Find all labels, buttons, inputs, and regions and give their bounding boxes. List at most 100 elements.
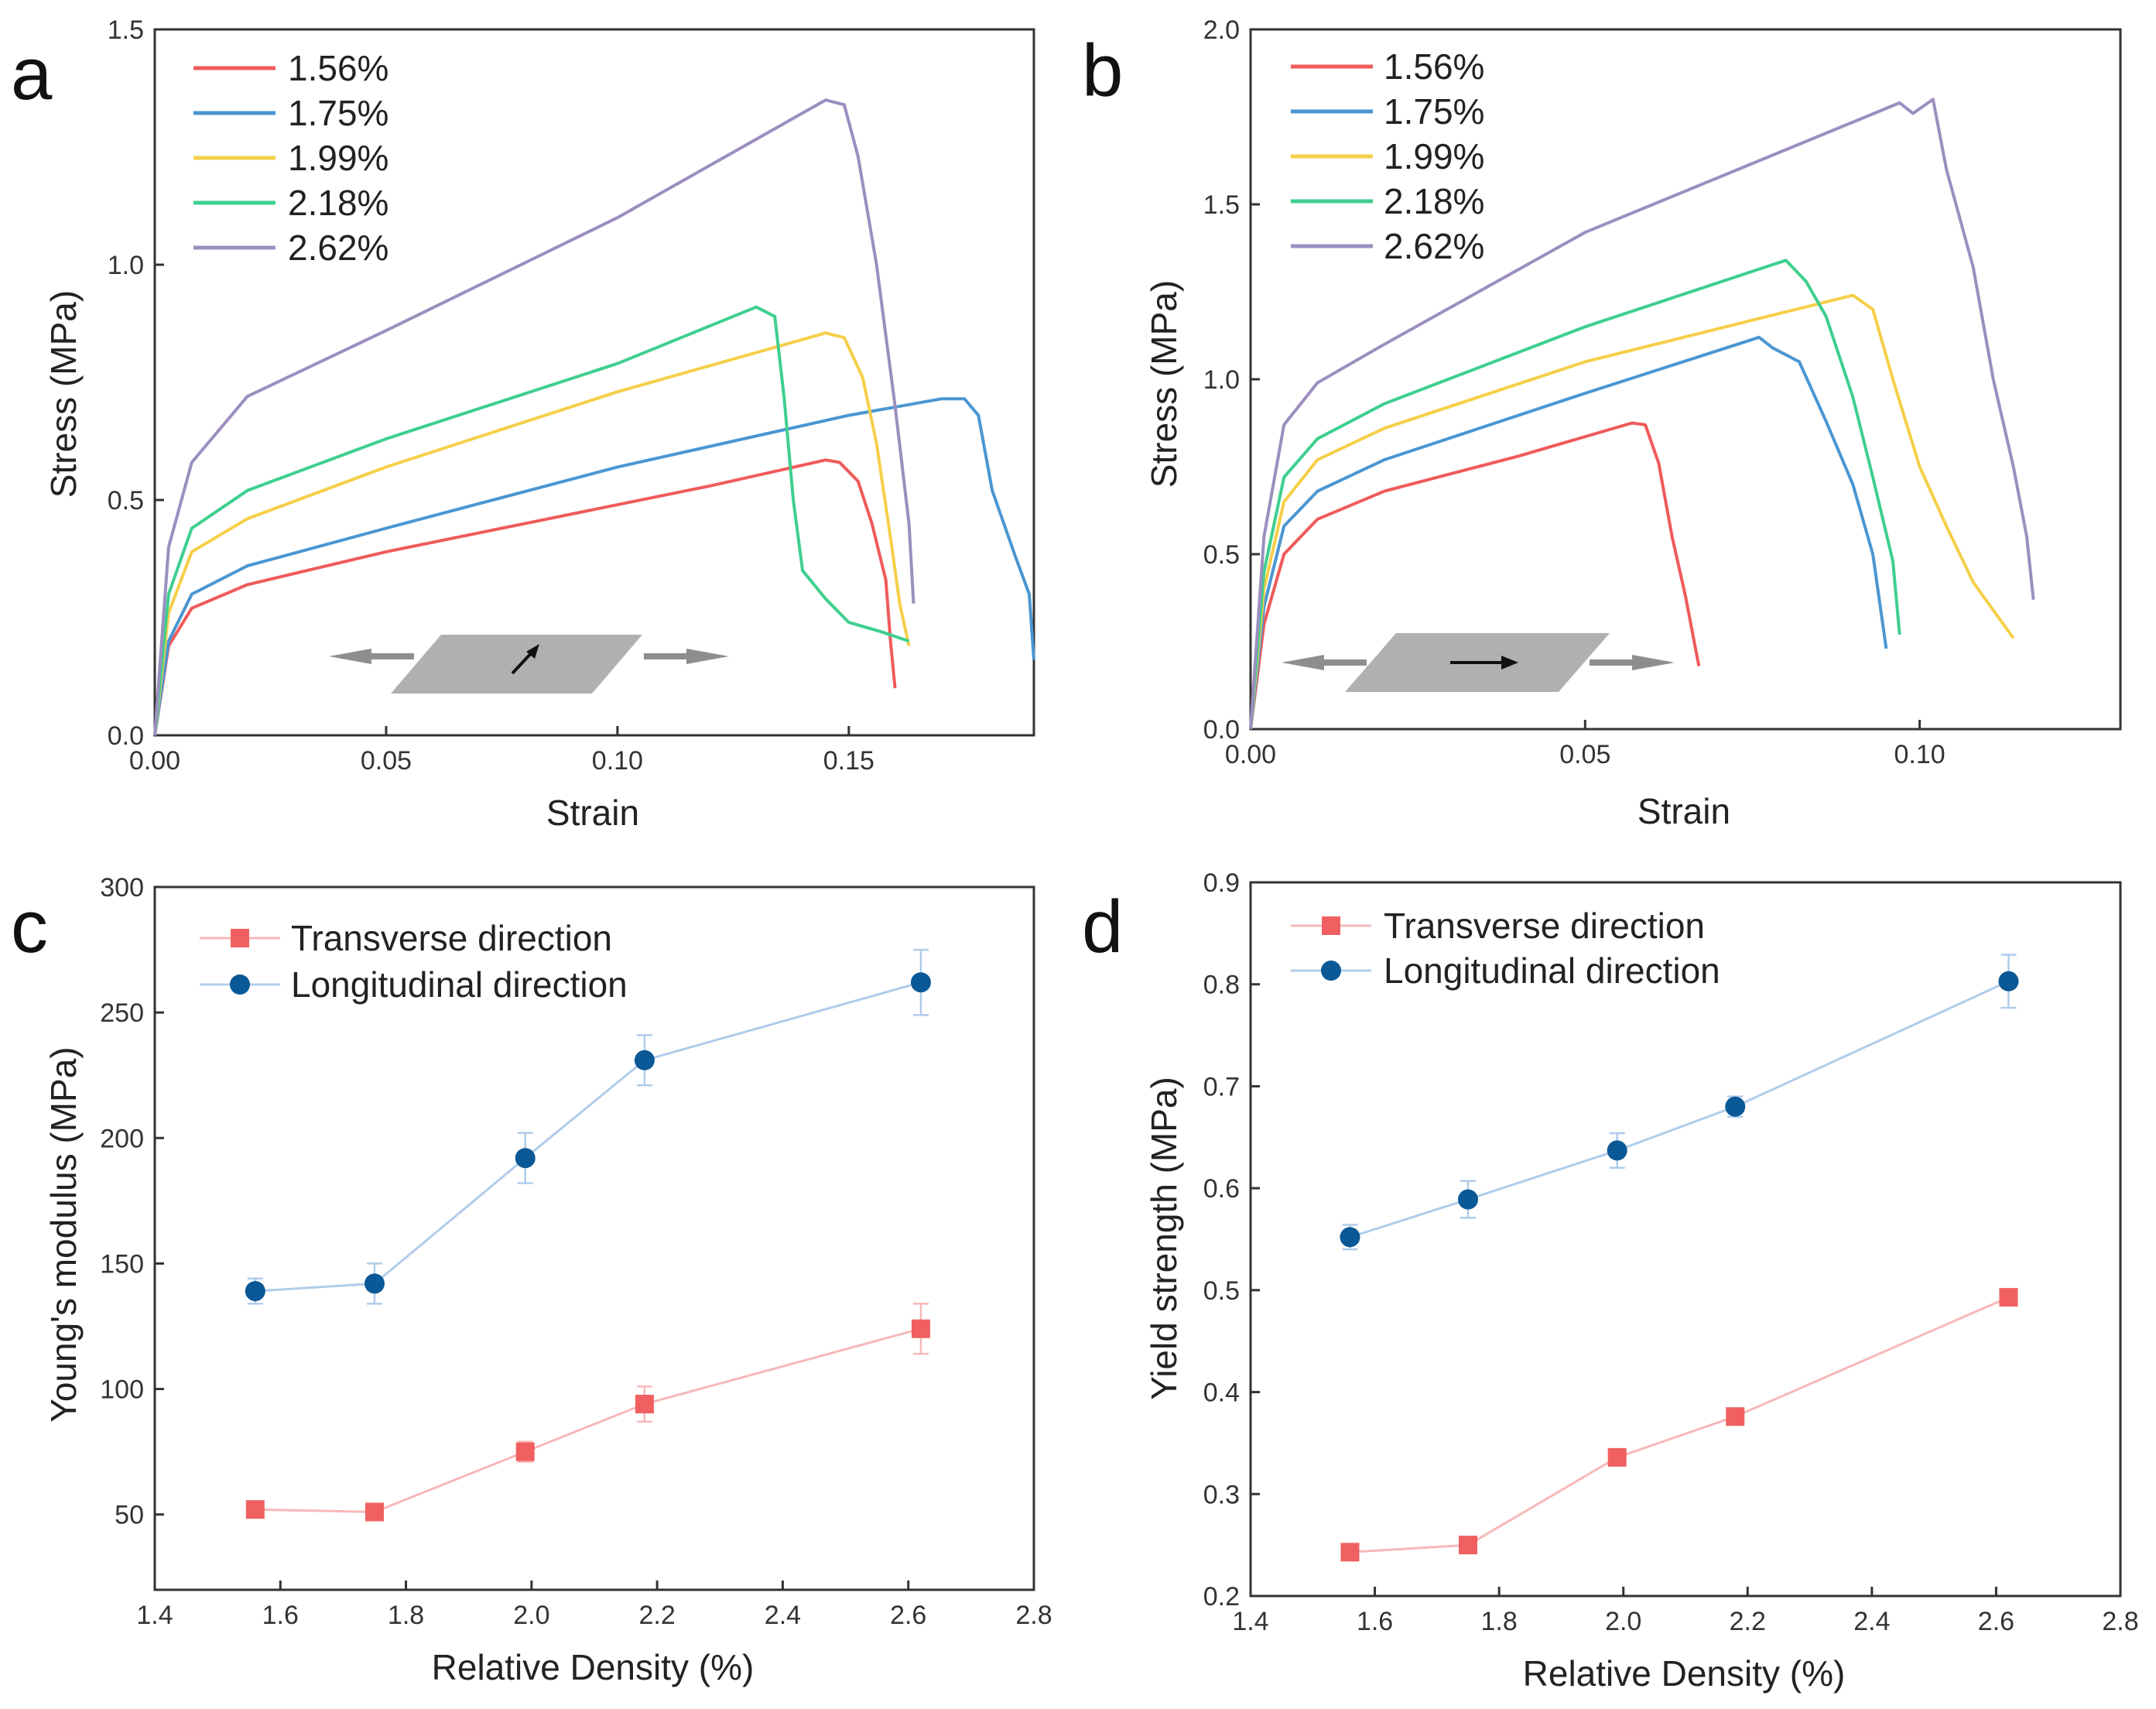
x-axis-label-b: Strain (1638, 791, 1730, 831)
x-tick-label-d-1: 1.6 (1357, 1607, 1393, 1636)
legend-d: Transverse direction Longitudinal direct… (1291, 906, 1720, 991)
y-tick-label-c-5: 300 (100, 873, 144, 902)
y-tick-label-c-0: 50 (115, 1501, 144, 1530)
x-axis-label-a: Strain (546, 793, 639, 833)
legend-label-a-1-75: 1.75% (288, 93, 388, 133)
legend-label-c-transverse: Transverse direction (291, 918, 612, 958)
x-tick-label-a-1: 0.05 (361, 746, 412, 776)
x-tick-label-b-1: 0.05 (1559, 740, 1610, 769)
axis-ticks-d: 1.4 1.6 1.8 2.0 2.2 2.4 2.6 2.8 0.2 0.3 0.4 0.5 0.6 0… (1203, 868, 2139, 1636)
x-tick-label-a-0: 0.00 (129, 746, 180, 776)
y-axis-label-b: Stress (MPa) (1144, 280, 1184, 488)
data-point-c-longitudinal-direction-1 (364, 1273, 385, 1294)
legend-b: 1.56% 1.75% 1.99% 2.18% 2.62% (1291, 46, 1484, 266)
data-point-d-transverse-direction-1 (1459, 1536, 1477, 1555)
series-line-b-1-75 (1249, 335, 1888, 730)
axis-ticks-a: 0.00 0.05 0.10 0.15 0.0 0.5 1.0 1.5 (108, 15, 874, 776)
data-point-c-transverse-direction-1 (365, 1502, 384, 1522)
y-axis-label-c: Young's modulus (MPa) (43, 1046, 84, 1422)
data-point-d-transverse-direction-3 (1726, 1407, 1745, 1426)
data-point-d-longitudinal-direction-2 (1607, 1140, 1627, 1161)
data-point-d-longitudinal-direction-4 (1998, 971, 2019, 991)
y-tick-label-a-2: 1.0 (108, 251, 144, 280)
x-tick-label-c-6: 2.6 (890, 1601, 926, 1630)
panel-label-a: a (11, 33, 53, 115)
y-tick-label-d-5: 0.7 (1203, 1072, 1240, 1101)
x-tick-label-a-3: 0.15 (823, 746, 874, 776)
legend-label-b-1-99: 1.99% (1384, 136, 1484, 176)
series-line-a-2-18 (153, 305, 910, 736)
panel-c: c 1.4 1.6 1.8 2.0 2.2 2.4 2.6 2.8 50 100 150 200 250… (11, 873, 1052, 1687)
y-tick-label-a-1: 0.5 (108, 486, 144, 515)
x-tick-label-d-0: 1.4 (1232, 1607, 1268, 1636)
series-line-a-2-62 (153, 98, 915, 736)
legend-label-a-1-99: 1.99% (288, 138, 388, 178)
series-marks-c (245, 948, 931, 1522)
specimen-inset-b (1282, 633, 1675, 692)
x-tick-label-c-3: 2.0 (513, 1601, 549, 1630)
panel-label-b: b (1082, 29, 1123, 112)
x-tick-label-c-1: 1.6 (262, 1601, 299, 1630)
legend-label-b-1-75: 1.75% (1384, 91, 1484, 132)
x-tick-label-c-7: 2.8 (1015, 1601, 1052, 1630)
x-tick-label-a-2: 0.10 (592, 746, 643, 776)
data-point-d-longitudinal-direction-1 (1458, 1189, 1478, 1210)
axis-ticks-b: 0.00 0.05 0.10 0.0 0.5 1.0 1.5 2.0 (1203, 15, 1946, 769)
y-tick-label-c-1: 100 (100, 1375, 144, 1405)
legend-label-c-longitudinal: Longitudinal direction (291, 964, 628, 1005)
panel-label-c: c (11, 885, 48, 968)
data-point-c-transverse-direction-0 (245, 1500, 265, 1519)
y-tick-label-d-0: 0.2 (1203, 1582, 1240, 1611)
y-tick-label-d-7: 0.9 (1203, 868, 1240, 898)
x-tick-label-c-0: 1.4 (136, 1601, 173, 1630)
y-tick-label-d-2: 0.4 (1203, 1379, 1240, 1408)
y-axis-label-d: Yield strength (MPa) (1144, 1077, 1184, 1400)
plot-frame-d (1249, 881, 2122, 1598)
pull-arrow-left-a (329, 649, 414, 664)
y-tick-label-b-0: 0.0 (1203, 715, 1240, 745)
y-tick-label-c-4: 250 (100, 998, 144, 1028)
legend-marker-d-longitudinal (1321, 961, 1341, 981)
data-point-c-transverse-direction-3 (635, 1395, 654, 1414)
x-tick-label-d-4: 2.2 (1730, 1607, 1766, 1636)
legend-label-d-longitudinal: Longitudinal direction (1384, 950, 1720, 991)
data-point-d-transverse-direction-0 (1340, 1543, 1360, 1562)
fiber-arrowhead-b (1501, 656, 1518, 670)
data-point-c-longitudinal-direction-0 (245, 1281, 265, 1302)
y-axis-label-a: Stress (MPa) (43, 290, 84, 498)
legend-label-a-2-18: 2.18% (288, 183, 388, 223)
data-point-c-longitudinal-direction-3 (634, 1050, 655, 1070)
series-line-b-2-62 (1249, 98, 2035, 730)
x-tick-label-d-7: 2.8 (2102, 1607, 2138, 1636)
x-tick-label-c-4: 2.2 (639, 1601, 676, 1630)
y-tick-label-a-3: 1.5 (108, 15, 144, 45)
series-lines-b (1249, 98, 2035, 730)
legend-label-a-1-56: 1.56% (288, 48, 388, 88)
x-tick-label-d-2: 1.8 (1481, 1607, 1518, 1636)
x-tick-label-c-2: 1.8 (388, 1601, 424, 1630)
y-tick-label-c-3: 200 (100, 1124, 144, 1153)
data-point-c-longitudinal-direction-2 (515, 1148, 536, 1169)
data-point-c-transverse-direction-4 (911, 1319, 930, 1338)
pull-arrow-right-b (1590, 655, 1675, 670)
pull-arrow-right-a (644, 649, 729, 664)
x-axis-label-d: Relative Density (%) (1523, 1653, 1846, 1694)
data-point-d-transverse-direction-2 (1607, 1447, 1627, 1467)
y-tick-label-b-3: 1.5 (1203, 190, 1240, 220)
legend-a: 1.56% 1.75% 1.99% 2.18% 2.62% (193, 48, 388, 268)
legend-c: Transverse direction Longitudinal direct… (200, 918, 628, 1005)
y-tick-label-d-6: 0.8 (1203, 971, 1240, 1000)
panel-a: a 0.00 0.05 0.10 0.15 0.0 0.5 1.0 1.5 1.56% 1.7… (11, 15, 1035, 833)
series-line-b-2-18 (1249, 259, 1901, 730)
x-tick-label-c-5: 2.4 (765, 1601, 801, 1630)
y-tick-label-b-2: 1.0 (1203, 365, 1240, 395)
pull-arrow-left-b (1282, 655, 1367, 670)
data-point-c-transverse-direction-2 (515, 1442, 535, 1461)
series-line-b-1-99 (1249, 293, 2015, 730)
y-tick-label-a-0: 0.0 (108, 721, 144, 751)
specimen-inset-a (329, 635, 729, 694)
y-tick-label-c-2: 150 (100, 1249, 144, 1279)
legend-label-b-2-62: 2.62% (1384, 226, 1484, 266)
